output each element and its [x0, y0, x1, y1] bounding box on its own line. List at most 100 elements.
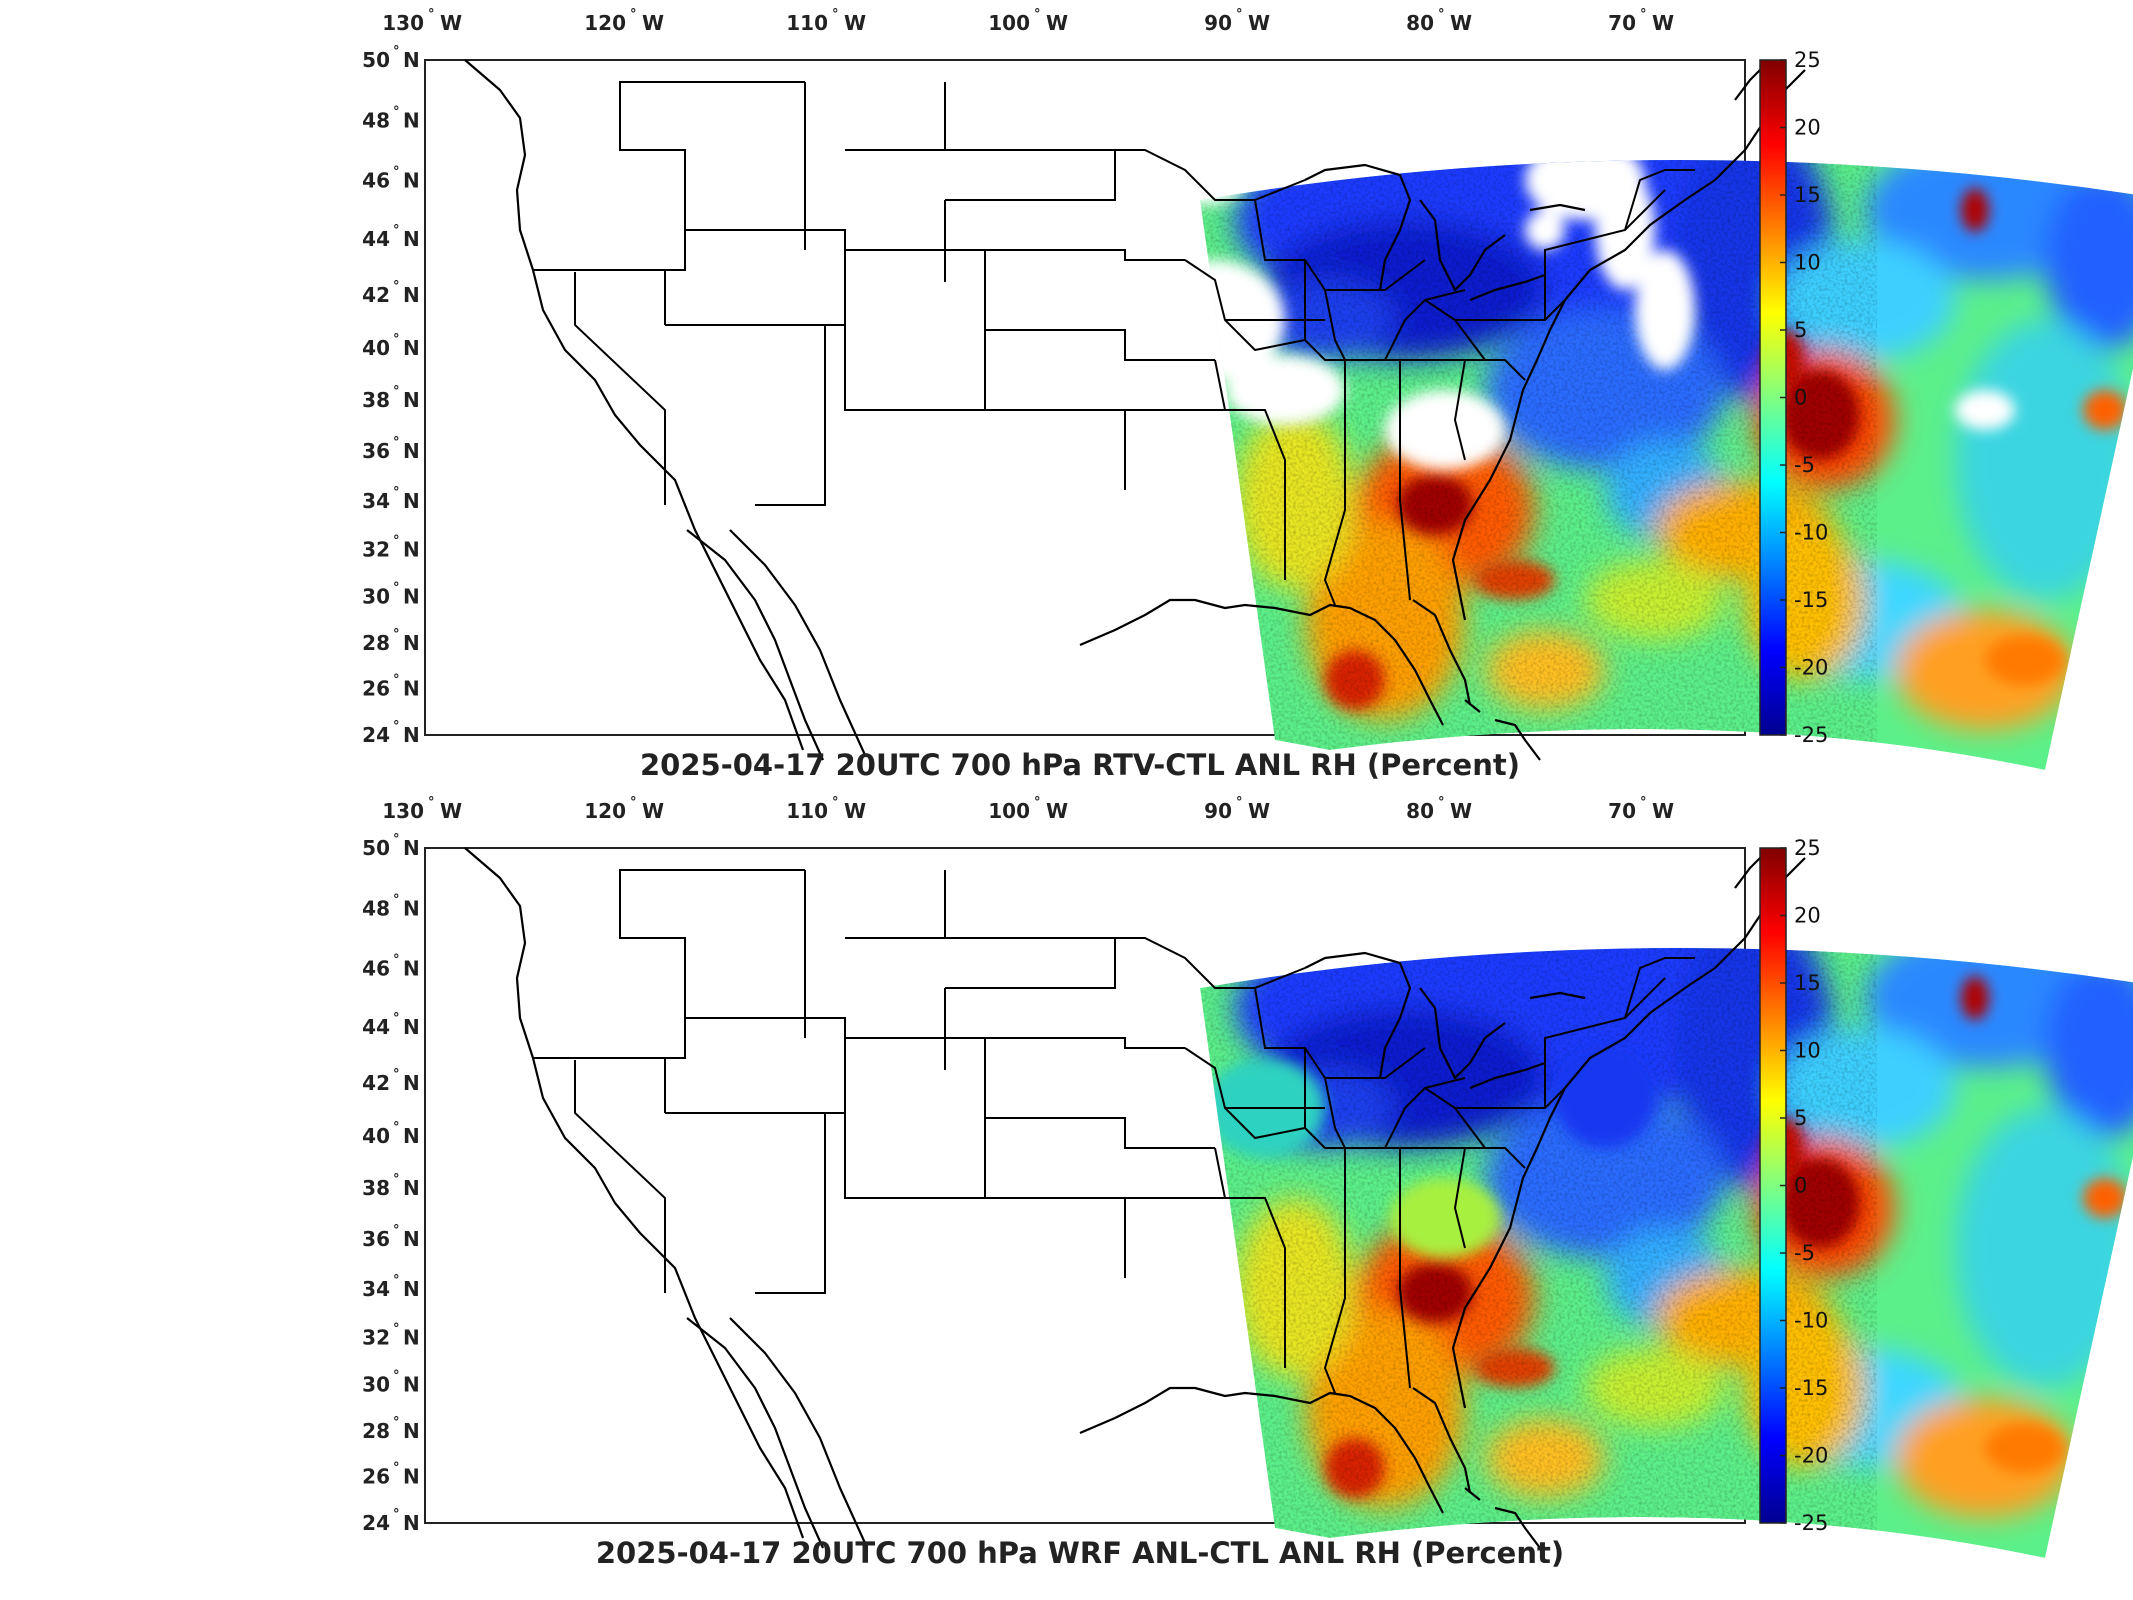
lon-hemi-label: W: [844, 799, 866, 823]
lon-hemi-label: W: [1652, 11, 1674, 35]
degree-symbol: °: [393, 1223, 400, 1238]
degree-symbol: °: [393, 673, 400, 688]
degree-symbol: °: [1034, 795, 1041, 810]
lon-hemi-label: W: [1248, 799, 1270, 823]
lat-hemi-label: N: [403, 1071, 420, 1095]
colorbar-tick-label: 5: [1794, 318, 1807, 342]
lat-tick-label: 30: [362, 585, 390, 609]
degree-symbol: °: [393, 435, 400, 450]
lat-hemi-label: N: [403, 896, 420, 920]
lat-tick-label: 50: [362, 48, 390, 72]
degree-symbol: °: [393, 1273, 400, 1288]
degree-symbol: °: [393, 1461, 400, 1476]
lon-tick-label: 130: [382, 799, 424, 823]
colorbar-tick-label: 20: [1794, 904, 1821, 928]
panel-title-2: 2025-04-17 20UTC 700 hPa WRF ANL-CTL ANL…: [596, 1536, 1564, 1570]
lat-tick-label: 38: [362, 1176, 390, 1200]
panel-title-1: 2025-04-17 20UTC 700 hPa RTV-CTL ANL RH …: [640, 748, 1520, 782]
lat-hemi-label: N: [403, 1419, 420, 1443]
lat-hemi-label: N: [403, 108, 420, 132]
degree-symbol: °: [393, 1172, 400, 1187]
lat-hemi-label: N: [403, 677, 420, 701]
lon-hemi-label: W: [844, 11, 866, 35]
lat-tick-label: 48: [362, 108, 390, 132]
lat-tick-label: 46: [362, 169, 390, 193]
lat-tick-label: 24: [362, 1511, 390, 1535]
lon-tick-label: 70: [1608, 799, 1636, 823]
lat-tick-label: 34: [362, 489, 390, 513]
lat-hemi-label: N: [403, 439, 420, 463]
lat-hemi-label: N: [403, 169, 420, 193]
lat-tick-label: 42: [362, 283, 390, 307]
degree-symbol: °: [393, 1415, 400, 1430]
tick-labels-panel-2: 130 ° W 120 ° W 110 ° W 100 ° W 90 ° W 80 ° W 70 ° W50 ° N48 ° N…: [362, 795, 1674, 1535]
map-panel-1: [424, 58, 2133, 770]
degree-symbol: °: [393, 332, 400, 347]
lat-tick-label: 40: [362, 336, 390, 360]
lon-tick-label: 110: [786, 799, 828, 823]
lat-tick-label: 24: [362, 723, 390, 747]
colorbar-tick-label: -15: [1794, 588, 1828, 612]
degree-symbol: °: [1236, 795, 1243, 810]
lat-tick-label: 44: [362, 1015, 390, 1039]
degree-symbol: °: [1640, 7, 1647, 22]
lat-hemi-label: N: [403, 489, 420, 513]
lon-hemi-label: W: [1046, 11, 1068, 35]
colorbar-tick-labels: 25 20 15 10 5 0 -5 -10 -15 -20 -25 25 20 15 10 5 0 -5 -10 -…: [1780, 48, 1828, 1535]
degree-symbol: °: [393, 533, 400, 548]
lat-hemi-label: N: [403, 1124, 420, 1148]
lat-hemi-label: N: [403, 585, 420, 609]
lon-hemi-label: W: [642, 799, 664, 823]
degree-symbol: °: [1236, 7, 1243, 22]
degree-symbol: °: [428, 7, 435, 22]
lat-hemi-label: N: [403, 723, 420, 747]
degree-symbol: °: [393, 1011, 400, 1026]
lat-tick-label: 26: [362, 1465, 390, 1489]
degree-symbol: °: [393, 104, 400, 119]
lon-hemi-label: W: [1046, 799, 1068, 823]
degree-symbol: °: [1640, 795, 1647, 810]
degree-symbol: °: [393, 485, 400, 500]
degree-symbol: °: [393, 279, 400, 294]
degree-symbol: °: [393, 627, 400, 642]
colorbar-tick-label: 0: [1794, 1174, 1807, 1198]
lat-hemi-label: N: [403, 537, 420, 561]
lon-hemi-label: W: [1450, 11, 1472, 35]
lon-tick-label: 110: [786, 11, 828, 35]
lat-tick-label: 48: [362, 896, 390, 920]
lon-hemi-label: W: [440, 799, 462, 823]
lon-tick-label: 130: [382, 11, 424, 35]
lon-hemi-label: W: [1652, 799, 1674, 823]
degree-symbol: °: [630, 7, 637, 22]
lat-tick-label: 42: [362, 1071, 390, 1095]
colorbar-tick-label: -25: [1794, 723, 1828, 747]
lat-tick-label: 26: [362, 677, 390, 701]
degree-symbol: °: [393, 719, 400, 734]
rh-difference-field: [425, 848, 2133, 1558]
colorbar-tick-label: -5: [1794, 453, 1815, 477]
lat-tick-label: 46: [362, 957, 390, 981]
degree-symbol: °: [393, 832, 400, 847]
degree-symbol: °: [393, 1321, 400, 1336]
lon-tick-label: 90: [1204, 799, 1232, 823]
colorbar-tick-label: -20: [1794, 656, 1828, 680]
degree-symbol: °: [393, 1067, 400, 1082]
colorbar-tick-label: 10: [1794, 1039, 1821, 1063]
colorbar-tick-label: 15: [1794, 183, 1821, 207]
lon-hemi-label: W: [1248, 11, 1270, 35]
lat-tick-label: 32: [362, 537, 390, 561]
degree-symbol: °: [1438, 795, 1445, 810]
colorbar-tick-label: 15: [1794, 971, 1821, 995]
degree-symbol: °: [393, 1507, 400, 1522]
degree-symbol: °: [832, 795, 839, 810]
colorbar-tick-label: -25: [1794, 1511, 1828, 1535]
degree-symbol: °: [393, 892, 400, 907]
lon-tick-label: 120: [584, 11, 626, 35]
lon-hemi-label: W: [440, 11, 462, 35]
colorbar-tick-label: 0: [1794, 386, 1807, 410]
tick-labels-panel-1: 130 ° W 120 ° W 110 ° W 100 ° W 90 ° W 80 ° W 70 ° W50 ° N48 ° N…: [362, 7, 1674, 747]
lat-tick-label: 28: [362, 631, 390, 655]
lat-hemi-label: N: [403, 631, 420, 655]
degree-symbol: °: [393, 44, 400, 59]
